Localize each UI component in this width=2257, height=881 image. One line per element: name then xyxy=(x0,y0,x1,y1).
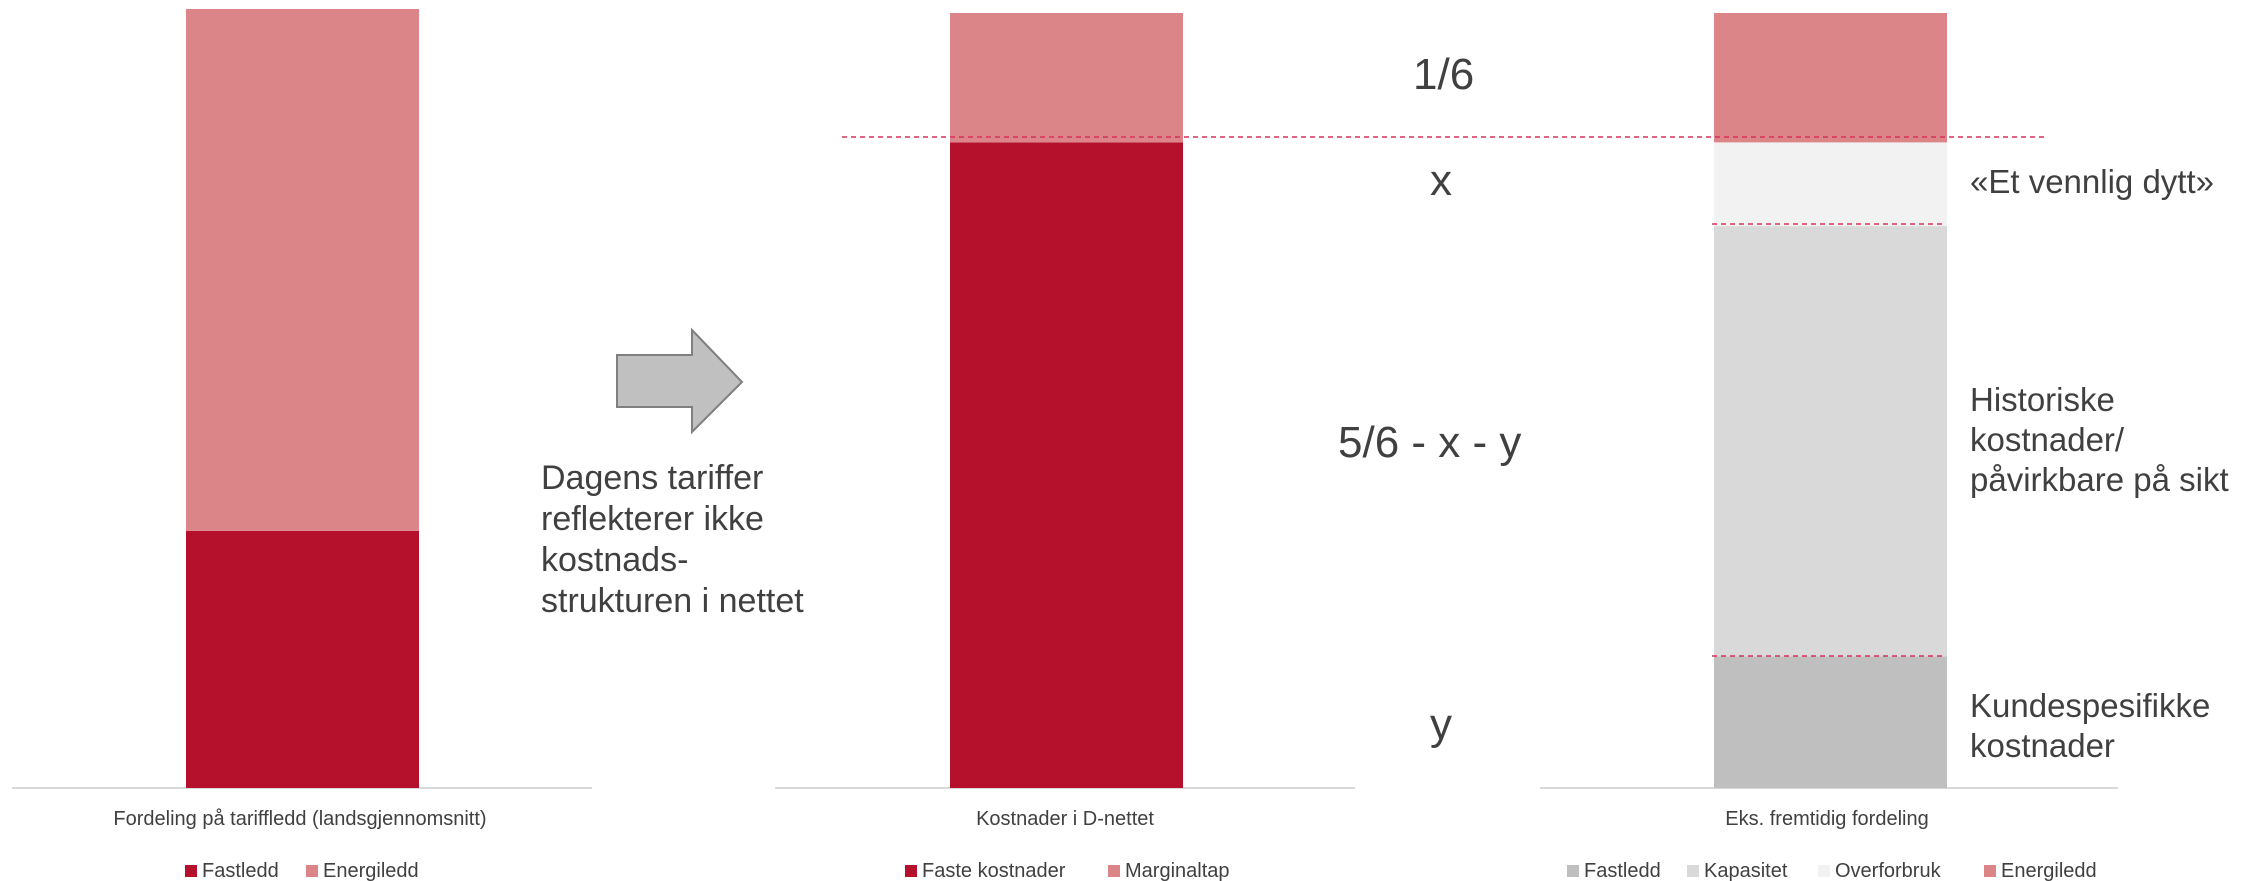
note-historiske-line-3: påvirkbare på sikt xyxy=(1970,461,2229,498)
bar-chart2-faste-kostnader xyxy=(950,142,1183,788)
arrow-caption-line-2: reflekterer ikke xyxy=(541,500,764,538)
chart3-title: Eks. fremtidig fordeling xyxy=(1725,808,1928,830)
legend-swatch-kapasitet xyxy=(1687,865,1699,877)
bar-chart2-marginaltap xyxy=(950,13,1183,143)
note-kundespesifikke-line-1: Kundespesifikke xyxy=(1970,687,2211,724)
legend-swatch-energiledd-3 xyxy=(1984,865,1996,877)
legend-label-overforbruk: Overforbruk xyxy=(1835,860,1942,881)
legend-label-energiledd: Energiledd xyxy=(323,860,419,881)
legend-swatch-marginaltap xyxy=(1108,865,1120,877)
legend-swatch-faste-kostnader xyxy=(905,865,917,877)
legend-swatch-fastledd xyxy=(185,865,197,877)
chart1-legend: Fastledd Energiledd xyxy=(185,860,419,881)
arrow-caption-line-3: kostnads- xyxy=(541,541,689,579)
legend-label-faste-kostnader: Faste kostnader xyxy=(922,860,1066,881)
legend-label-kapasitet: Kapasitet xyxy=(1704,860,1788,881)
bar-chart3-fastledd xyxy=(1714,656,1947,789)
chart1-title: Fordeling på tariffledd (landsgjennomsni… xyxy=(113,808,486,830)
bar-chart1-energiledd xyxy=(186,9,419,531)
label-x: x xyxy=(1430,156,1452,205)
bars-group xyxy=(186,9,1947,789)
arrow-caption: Dagens tariffer reflekterer ikke kostnad… xyxy=(541,458,841,622)
label-middle: 5/6 - x - y xyxy=(1338,418,1522,467)
note-kundespesifikke: Kundespesifikke kostnader xyxy=(1970,686,2255,766)
note-historiske: Historiske kostnader/ påvirkbare på sikt xyxy=(1970,380,2255,500)
chart2-legend: Faste kostnader Marginaltap xyxy=(905,860,1230,881)
chart3-legend: Fastledd Kapasitet Overforbruk Energiled… xyxy=(1567,860,2097,881)
arrow-caption-line-4: strukturen i nettet xyxy=(541,582,804,620)
bar-chart1-fastledd xyxy=(186,530,419,788)
bar-chart3-energiledd xyxy=(1714,13,1947,143)
chart2-title: Kostnader i D-nettet xyxy=(976,808,1154,830)
legend-label-fastledd-gray: Fastledd xyxy=(1584,860,1661,881)
note-historiske-line-1: Historiske xyxy=(1970,381,2115,418)
legend-label-energiledd-3: Energiledd xyxy=(2001,860,2097,881)
legend-swatch-fastledd-gray xyxy=(1567,865,1579,877)
legend-swatch-overforbruk xyxy=(1818,865,1830,877)
legend-swatch-energiledd xyxy=(306,865,318,877)
arrow-caption-line-1: Dagens tariffer xyxy=(541,459,764,497)
label-y: y xyxy=(1430,700,1452,749)
note-vennlig-dytt: «Et vennlig dytt» xyxy=(1970,163,2214,200)
note-historiske-line-2: kostnader/ xyxy=(1970,421,2125,458)
bar-chart3-kapasitet xyxy=(1714,226,1947,657)
note-kundespesifikke-line-2: kostnader xyxy=(1970,727,2115,764)
label-one-sixth: 1/6 xyxy=(1413,50,1475,99)
arrow-right-icon xyxy=(616,327,744,435)
bar-chart3-overforbruk xyxy=(1714,142,1947,227)
legend-label-marginaltap: Marginaltap xyxy=(1125,860,1230,881)
legend-label-fastledd: Fastledd xyxy=(202,860,279,881)
